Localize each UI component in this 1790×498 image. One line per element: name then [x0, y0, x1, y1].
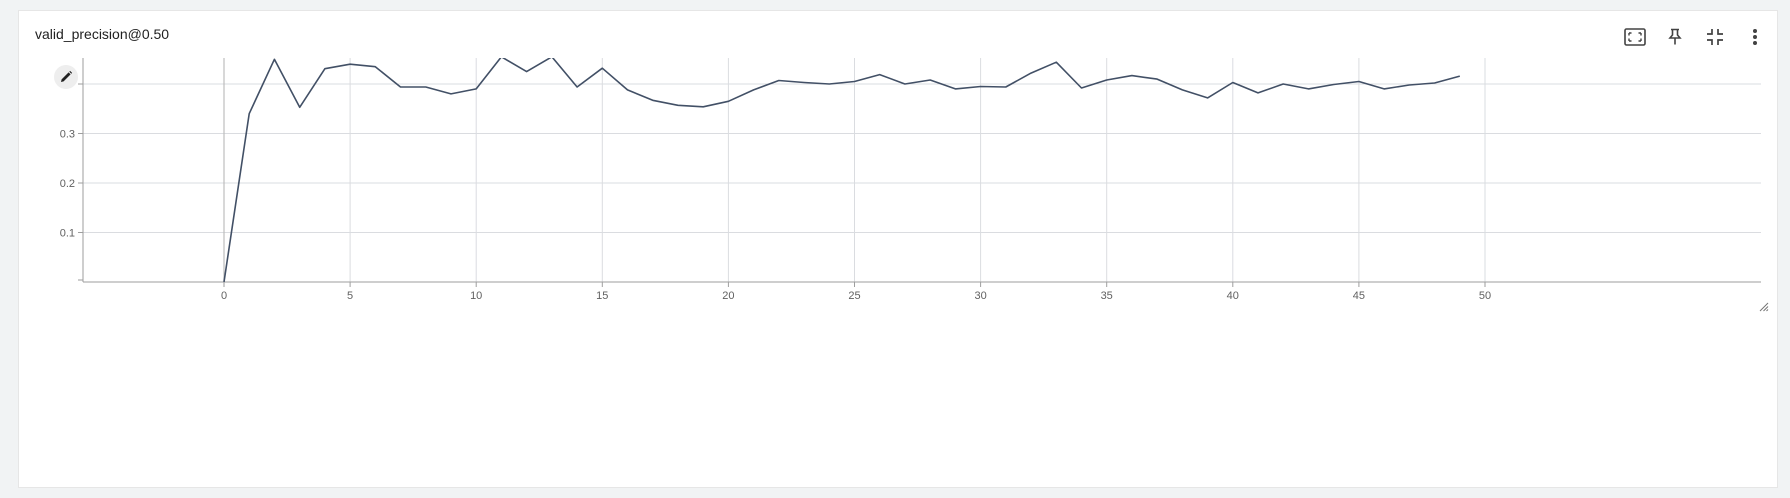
data-point — [1382, 87, 1386, 91]
resize-handle-icon[interactable] — [1759, 302, 1769, 312]
data-point — [1256, 91, 1260, 95]
series-line[interactable] — [223, 57, 1461, 282]
edit-button[interactable] — [54, 65, 78, 89]
x-tick-label: 30 — [974, 290, 986, 302]
data-point — [1155, 77, 1159, 81]
collapse-icon — [1707, 29, 1723, 45]
data-point — [575, 85, 579, 89]
data-point — [323, 67, 327, 71]
chart-title: valid_precision@0.50 — [35, 26, 170, 42]
x-tick-label: 10 — [470, 290, 482, 302]
data-point — [626, 88, 630, 92]
data-point — [752, 88, 756, 92]
data-point — [878, 73, 882, 77]
data-point — [272, 57, 276, 61]
data-point — [399, 85, 403, 89]
y-tick-label: 0.1 — [60, 228, 75, 240]
data-point — [1458, 74, 1462, 78]
data-point — [1332, 82, 1336, 86]
data-point — [424, 85, 428, 89]
data-point — [1004, 85, 1008, 89]
data-point — [979, 84, 983, 88]
scalar-chart-card: valid_precision@0.50 0.1 0.2 0.3 0 — [18, 10, 1778, 488]
x-tick-label: 0 — [221, 290, 227, 302]
data-point — [499, 55, 503, 59]
data-point — [1130, 74, 1134, 78]
x-tick-label: 15 — [596, 290, 608, 302]
data-point — [1306, 87, 1310, 91]
x-tick-label: 25 — [848, 290, 860, 302]
data-point — [222, 280, 226, 284]
data-point — [651, 98, 655, 102]
data-point — [373, 65, 377, 69]
more-options-button[interactable] — [1743, 25, 1767, 49]
y-tick-label: 0.3 — [60, 129, 75, 141]
data-point — [550, 55, 554, 59]
x-tick-label: 45 — [1353, 290, 1365, 302]
data-point — [298, 105, 302, 109]
data-point — [1357, 80, 1361, 84]
data-point — [903, 82, 907, 86]
data-point — [348, 62, 352, 66]
fit-to-data-button[interactable] — [1623, 25, 1647, 49]
data-point — [1433, 81, 1437, 85]
chart-toolbar — [1623, 25, 1767, 49]
data-point — [1029, 71, 1033, 75]
x-tick-label: 20 — [722, 290, 734, 302]
pin-button[interactable] — [1663, 25, 1687, 49]
pencil-icon — [61, 70, 73, 82]
data-point — [1105, 78, 1109, 82]
data-point — [1231, 81, 1235, 85]
data-point — [525, 70, 529, 74]
data-point — [1054, 60, 1058, 64]
x-tick-label: 5 — [347, 290, 353, 302]
x-tick-label: 40 — [1227, 290, 1239, 302]
data-point — [701, 105, 705, 109]
fit-to-data-icon — [1624, 28, 1646, 46]
x-tick-label: 35 — [1101, 290, 1113, 302]
y-tick-label: 0.2 — [60, 178, 75, 190]
data-point — [247, 112, 251, 116]
data-point — [1206, 96, 1210, 100]
data-point — [726, 99, 730, 103]
line-chart[interactable]: 0.1 0.2 0.3 0 5 10 15 20 25 30 35 40 45 50 — [19, 11, 1777, 321]
data-point — [853, 80, 857, 84]
data-point — [1180, 88, 1184, 92]
data-point — [449, 92, 453, 96]
data-point — [474, 87, 478, 91]
data-point — [928, 78, 932, 82]
more-vert-icon — [1753, 29, 1757, 45]
collapse-button[interactable] — [1703, 25, 1727, 49]
data-point — [600, 66, 604, 70]
data-point — [1281, 82, 1285, 86]
pin-icon — [1668, 28, 1682, 45]
data-point — [777, 79, 781, 83]
data-point — [676, 103, 680, 107]
x-tick-label: 50 — [1479, 290, 1491, 302]
data-point — [802, 81, 806, 85]
data-point — [827, 82, 831, 86]
data-point — [1407, 83, 1411, 87]
data-point — [1079, 86, 1083, 90]
data-point — [953, 87, 957, 91]
